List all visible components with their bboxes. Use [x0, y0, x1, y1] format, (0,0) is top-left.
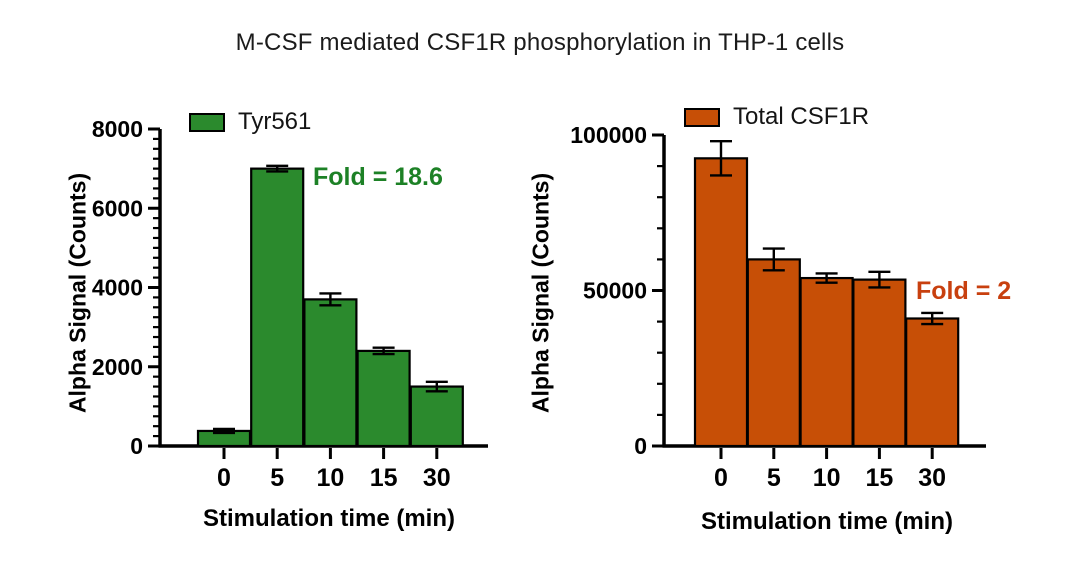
legend-label-total-csf1r: Total CSF1R: [733, 103, 870, 130]
y-tick-label: 0: [634, 433, 647, 459]
right-fold-annotation: Fold = 2: [916, 277, 1012, 305]
y-tick-label: 100000: [570, 122, 647, 148]
legend-left: Tyr561: [189, 110, 311, 134]
bar-5min: [746, 258, 801, 448]
bar-5min: [250, 167, 305, 448]
x-tick-label: 30: [918, 464, 946, 492]
y-tick-label: 4000: [92, 275, 143, 301]
bar-10min: [303, 298, 358, 448]
bar-30min: [409, 385, 464, 448]
x-tick-label: 15: [370, 464, 398, 492]
bar-30min: [905, 317, 960, 448]
y-tick-label: 50000: [583, 278, 647, 304]
legend-right: Total CSF1R: [684, 105, 869, 129]
x-tick-label: 30: [423, 464, 451, 492]
bar-0min: [693, 157, 749, 448]
bar-15min: [356, 349, 411, 448]
x-tick-label: 0: [217, 464, 231, 492]
right-x-axis-title: Stimulation time (min): [701, 508, 953, 535]
y-tick-label: 6000: [92, 195, 143, 221]
x-tick-label: 15: [865, 464, 893, 492]
x-tick-label: 10: [316, 464, 344, 492]
chart-title: M-CSF mediated CSF1R phosphorylation in …: [235, 29, 845, 56]
right-y-axis-title: Alpha Signal (Counts): [527, 172, 554, 414]
bar-15min: [852, 278, 907, 448]
y-tick-label: 0: [130, 433, 143, 459]
x-tick-label: 5: [767, 464, 781, 492]
y-tick-label: 8000: [92, 116, 143, 142]
left-y-axis-title: Alpha Signal (Counts): [64, 172, 91, 414]
x-tick-label: 0: [714, 464, 728, 492]
legend-swatch-tyr561: [189, 112, 225, 132]
legend-label-tyr561: Tyr561: [238, 108, 312, 135]
x-tick-label: 10: [813, 464, 841, 492]
bar-10min: [799, 276, 854, 448]
left-x-axis-title: Stimulation time (min): [203, 505, 455, 532]
left-fold-annotation: Fold = 18.6: [313, 163, 443, 191]
x-tick-label: 5: [270, 464, 284, 492]
y-tick-label: 2000: [92, 354, 143, 380]
legend-swatch-total-csf1r: [684, 107, 720, 127]
